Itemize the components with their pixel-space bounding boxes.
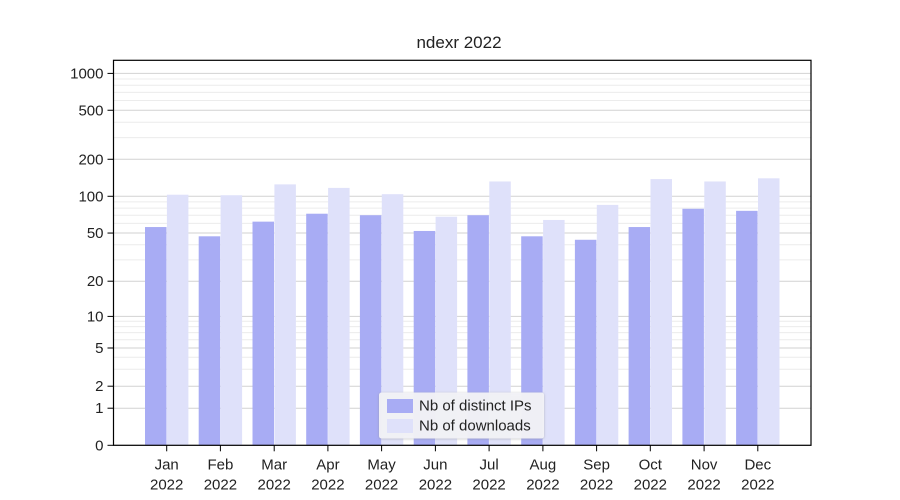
svg-text:2022: 2022 (419, 476, 452, 493)
svg-text:0: 0 (95, 437, 103, 454)
svg-text:2022: 2022 (687, 476, 720, 493)
svg-text:Jan: Jan (155, 456, 179, 473)
svg-text:Dec: Dec (744, 456, 771, 473)
svg-text:Jul: Jul (480, 456, 499, 473)
svg-text:2022: 2022 (311, 476, 344, 493)
svg-text:Nov: Nov (691, 456, 718, 473)
svg-text:1: 1 (95, 400, 103, 417)
svg-text:2022: 2022 (634, 476, 667, 493)
svg-text:Sep: Sep (583, 456, 610, 473)
svg-text:100: 100 (78, 188, 103, 205)
svg-text:Mar: Mar (261, 456, 287, 473)
svg-text:1000: 1000 (70, 65, 103, 82)
svg-text:Nb of distinct IPs: Nb of distinct IPs (419, 398, 532, 415)
svg-text:2022: 2022 (741, 476, 774, 493)
svg-text:Nb of downloads: Nb of downloads (419, 418, 531, 435)
svg-text:2022: 2022 (150, 476, 183, 493)
svg-text:2022: 2022 (204, 476, 237, 493)
svg-text:20: 20 (87, 273, 104, 290)
svg-text:2022: 2022 (365, 476, 398, 493)
svg-text:500: 500 (78, 102, 103, 119)
svg-text:5: 5 (95, 340, 103, 357)
svg-text:10: 10 (87, 308, 104, 325)
svg-text:Apr: Apr (316, 456, 339, 473)
svg-text:200: 200 (78, 151, 103, 168)
svg-text:2022: 2022 (526, 476, 559, 493)
svg-text:May: May (367, 456, 396, 473)
svg-text:Jun: Jun (423, 456, 447, 473)
svg-text:2022: 2022 (258, 476, 291, 493)
svg-text:Feb: Feb (207, 456, 233, 473)
svg-text:Aug: Aug (530, 456, 557, 473)
svg-text:2: 2 (95, 378, 103, 395)
svg-text:50: 50 (87, 225, 104, 242)
svg-text:2022: 2022 (580, 476, 613, 493)
svg-text:ndexr 2022: ndexr 2022 (416, 33, 501, 52)
svg-text:2022: 2022 (472, 476, 505, 493)
svg-text:Oct: Oct (639, 456, 663, 473)
